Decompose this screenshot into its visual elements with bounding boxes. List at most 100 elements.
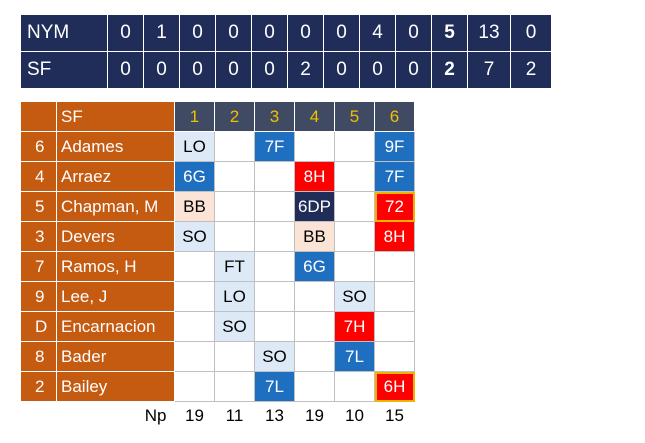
inning-score: 2	[287, 51, 324, 89]
inning-header: 2	[214, 101, 255, 132]
inning-score: 1	[143, 14, 180, 52]
inning-score: 0	[251, 51, 288, 89]
at-bat-result: 72	[374, 191, 415, 222]
batter-row: 7 Ramos, H FT 6G	[20, 251, 415, 282]
inning-header: 3	[254, 101, 295, 132]
at-bat-result: 7L	[334, 341, 375, 372]
batter-position: 4	[20, 161, 57, 192]
at-bat-result	[174, 311, 215, 342]
at-bat-result	[214, 341, 255, 372]
inning-score: 0	[359, 51, 396, 89]
line-score-row: SF 0 0 0 0 0 2 0 0 0 2 7 2	[20, 51, 552, 89]
inning-score: 0	[107, 14, 144, 52]
batter-position: 8	[20, 341, 57, 372]
inning-score: 0	[323, 51, 360, 89]
inning-header: 4	[294, 101, 335, 132]
at-bat-result: SO	[254, 341, 295, 372]
pitch-count-row: Np 19 11 13 19 10 15	[20, 401, 415, 430]
at-bat-result: 6DP	[294, 191, 335, 222]
at-bat-result: 7F	[254, 131, 295, 162]
batter-row: 3 Devers SO BB 8H	[20, 221, 415, 252]
at-bat-result	[174, 281, 215, 312]
at-bat-result	[174, 371, 215, 402]
inning-score: 0	[395, 14, 432, 52]
at-bat-result: LO	[174, 131, 215, 162]
inning-header: 6	[374, 101, 415, 132]
batter-name: Adames	[56, 131, 175, 162]
total-runs: 5	[431, 14, 468, 52]
at-bat-result: 8H	[374, 221, 415, 252]
at-bat-result: 6H	[374, 371, 415, 402]
pitch-count: 13	[254, 401, 295, 430]
at-bat-result	[294, 131, 335, 162]
team-name: SF	[20, 51, 108, 89]
at-bat-result	[294, 371, 335, 402]
inning-score: 0	[215, 14, 252, 52]
inning-score: 0	[251, 14, 288, 52]
inning-score: 0	[143, 51, 180, 89]
pitch-count: 19	[294, 401, 335, 430]
at-bat-result	[214, 161, 255, 192]
pitch-count: 10	[334, 401, 375, 430]
at-bat-result: SO	[174, 221, 215, 252]
team-name: NYM	[20, 14, 108, 52]
pitch-count: 19	[174, 401, 215, 430]
at-bat-result	[254, 281, 295, 312]
batter-position: D	[20, 311, 57, 342]
at-bat-result	[374, 311, 415, 342]
batter-position: 7	[20, 251, 57, 282]
pitch-count-label: Np	[20, 401, 175, 430]
at-bat-result	[254, 221, 295, 252]
line-score-row: NYM 0 1 0 0 0 0 0 4 0 5 13 0	[20, 14, 552, 52]
at-bat-result	[214, 191, 255, 222]
inning-header: 1	[174, 101, 215, 132]
at-bat-result: 7L	[254, 371, 295, 402]
at-bat-result	[334, 131, 375, 162]
at-bat-result	[374, 281, 415, 312]
batter-row: 9 Lee, J LO SO	[20, 281, 415, 312]
inning-score: 0	[323, 14, 360, 52]
batter-row: 5 Chapman, M BB 6DP 72	[20, 191, 415, 222]
at-bat-result: SO	[214, 311, 255, 342]
at-bat-result: 7H	[334, 311, 375, 342]
batter-name: Lee, J	[56, 281, 175, 312]
inning-score: 0	[179, 14, 216, 52]
batter-row: 4 Arraez 6G 8H 7F	[20, 161, 415, 192]
at-bat-result	[254, 311, 295, 342]
batter-position: 5	[20, 191, 57, 222]
pitch-count: 11	[214, 401, 255, 430]
total-runs: 2	[431, 51, 468, 89]
inning-score: 0	[395, 51, 432, 89]
at-bat-result	[214, 131, 255, 162]
at-bat-result: FT	[214, 251, 255, 282]
at-bat-result	[374, 251, 415, 282]
line-score-table: NYM 0 1 0 0 0 0 0 4 0 5 13 0 SF 0 0 0 0 0 2 0 0 0 2 7 2	[20, 14, 552, 89]
at-bat-result	[374, 341, 415, 372]
at-bat-result	[334, 251, 375, 282]
at-bat-result: 6G	[294, 251, 335, 282]
at-bat-result	[254, 251, 295, 282]
batter-position: 2	[20, 371, 57, 402]
batter-name: Arraez	[56, 161, 175, 192]
batter-position: 9	[20, 281, 57, 312]
batter-name: Bailey	[56, 371, 175, 402]
batter-position: 6	[20, 131, 57, 162]
pitch-count: 15	[374, 401, 415, 430]
batter-row: 6 Adames LO 7F 9F	[20, 131, 415, 162]
inning-score: 0	[107, 51, 144, 89]
inning-header: 5	[334, 101, 375, 132]
at-bat-result: 7F	[374, 161, 415, 192]
team-header: SF	[56, 101, 175, 132]
batter-row: 8 Bader SO 7L	[20, 341, 415, 372]
at-bat-result	[334, 191, 375, 222]
at-bat-result	[174, 251, 215, 282]
batter-row: 2 Bailey 7L 6H	[20, 371, 415, 402]
at-bat-result: 9F	[374, 131, 415, 162]
inning-score: 4	[359, 14, 396, 52]
at-bat-result	[174, 341, 215, 372]
at-bat-result	[294, 281, 335, 312]
total-errors: 2	[510, 51, 552, 89]
at-bat-result: LO	[214, 281, 255, 312]
